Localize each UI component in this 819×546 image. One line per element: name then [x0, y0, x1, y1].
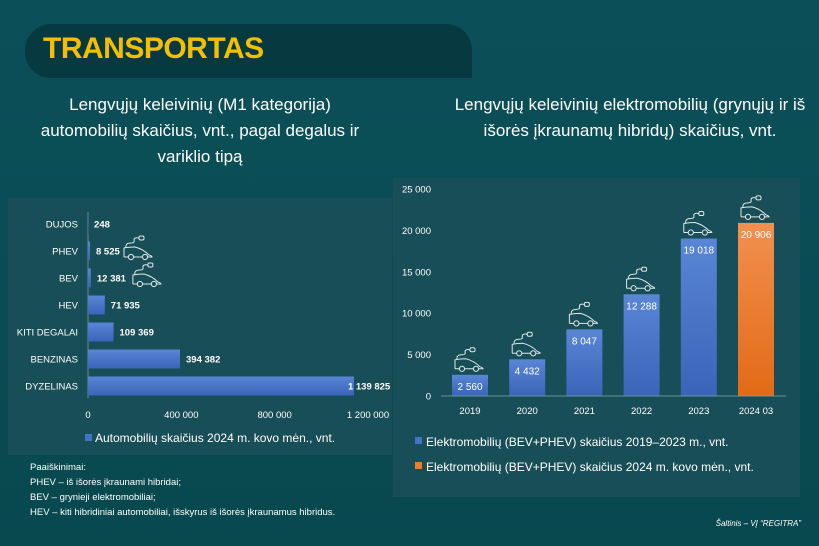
data-label: 12 288: [626, 301, 657, 312]
bar: [88, 241, 90, 261]
bar: [509, 359, 546, 396]
section-title: TRANSPORTAS: [43, 32, 264, 65]
bar: [88, 322, 114, 342]
bar: [88, 349, 181, 369]
ev-car-icon: [123, 235, 153, 261]
data-label: 71 935: [111, 301, 141, 312]
note-line: HEV – kiti hibridiniai automobiliai, išs…: [30, 507, 336, 518]
data-label: 20 906: [741, 230, 772, 241]
ev-car-icon: [132, 262, 162, 288]
ev-car-icon: [568, 301, 598, 327]
x-tick-label: 2019: [459, 406, 480, 417]
bar: [680, 238, 717, 396]
y-tick-label: 0: [426, 392, 431, 403]
data-label: 394 382: [186, 355, 220, 366]
ev-car-icon: [740, 195, 770, 220]
x-tick-label: 2020: [517, 406, 538, 417]
category-label: BENZINAS: [30, 355, 78, 366]
ev-car-icon: [511, 331, 541, 357]
legend-swatch: [415, 437, 422, 444]
ev-car-icon: [626, 266, 656, 292]
x-tick-label: 2023: [688, 406, 709, 417]
bar: [88, 295, 105, 315]
left-chart-panel: [8, 198, 392, 455]
legend-label: Elektromobilių (BEV+PHEV) skaičius 2024 …: [426, 460, 754, 474]
x-tick-label: 2022: [631, 406, 652, 417]
legend-label: Automobilių skaičius 2024 m. kovo mėn., …: [95, 431, 335, 445]
bar: [623, 294, 660, 396]
data-label: 12 381: [97, 274, 127, 285]
x-tick-label: 800 000: [257, 410, 291, 421]
x-tick-label: 2021: [574, 406, 595, 417]
data-label: 8 525: [96, 247, 120, 258]
data-label: 109 369: [120, 328, 154, 339]
bar: [88, 268, 91, 288]
y-tick-label: 5 000: [407, 350, 431, 361]
notes: Paaiškinimai: PHEV – iš išorės įkraunami…: [30, 460, 335, 520]
notes-heading: Paaiškinimai:: [30, 462, 86, 473]
y-tick-label: 25 000: [402, 185, 431, 196]
bar: [738, 222, 774, 396]
bar: [452, 374, 488, 396]
x-tick-label: 400 000: [164, 410, 198, 421]
right-chart-title: Lengvųjų keleivinių elektromobilių (gryn…: [454, 95, 806, 140]
left-chart-title: Lengvųjų keleivinių (M1 kategorija) auto…: [40, 95, 360, 166]
data-label: 248: [94, 220, 110, 231]
ev-car-icon: [454, 347, 484, 372]
y-tick-label: 15 000: [402, 267, 431, 278]
category-label: BEV: [59, 274, 79, 285]
category-label: HEV: [58, 301, 78, 312]
y-tick-label: 10 000: [402, 309, 431, 320]
note-line: PHEV – iš išorės įkraunami hibridai;: [30, 477, 182, 488]
x-tick-label: 0: [85, 410, 90, 421]
bar: [566, 329, 603, 396]
legend-swatch: [415, 462, 422, 469]
legend-swatch: [85, 434, 92, 441]
data-label: 8 047: [572, 336, 597, 347]
category-label: DUJOS: [46, 220, 78, 231]
ev-car-icon: [683, 211, 713, 236]
bar: [88, 214, 89, 234]
note-line: BEV – grynieji elektromobiliai;: [30, 492, 156, 503]
category-label: PHEV: [52, 247, 79, 258]
section-title-bar: TRANSPORTAS: [25, 24, 472, 78]
legend-label: Elektromobilių (BEV+PHEV) skaičius 2019–…: [426, 435, 728, 449]
data-label: 2 560: [457, 382, 482, 393]
category-label: KITI DEGALAI: [17, 328, 78, 339]
category-label: DYZELINAS: [25, 382, 78, 393]
source-text: Šaltinis – VĮ “REGITRA”: [715, 519, 801, 528]
x-tick-label: 2024 03: [739, 406, 773, 417]
x-tick-label: 1 200 000: [347, 410, 389, 421]
y-tick-label: 20 000: [402, 226, 431, 237]
data-label: 4 432: [515, 366, 540, 377]
bar: [88, 376, 354, 396]
data-label: 1 139 825: [348, 382, 391, 393]
data-label: 19 018: [684, 246, 715, 257]
